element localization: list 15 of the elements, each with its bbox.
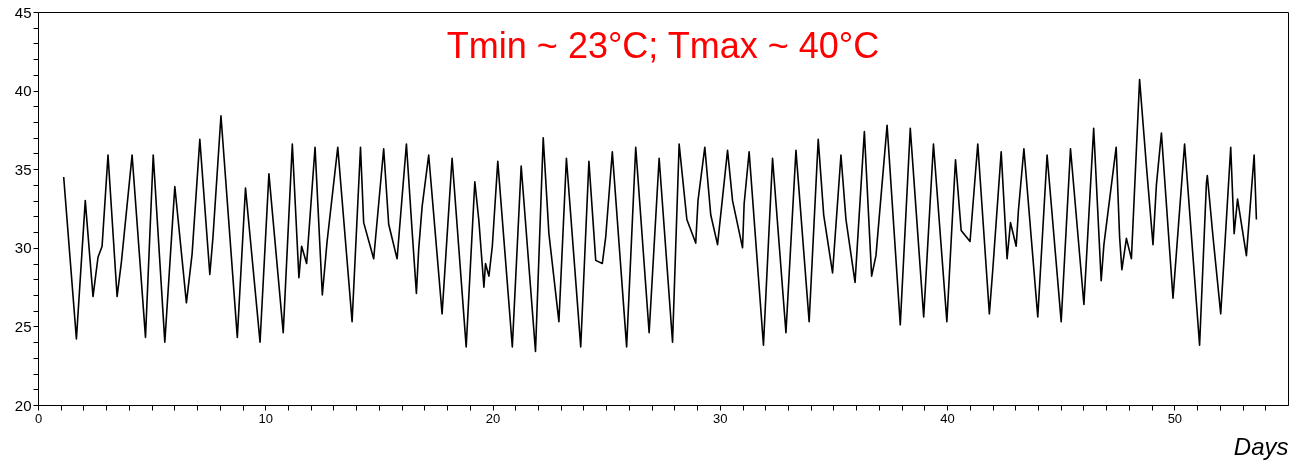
y-tick-label: 40: [14, 82, 32, 100]
y-tick-label: 20: [14, 396, 32, 414]
y-tick-label: 30: [14, 239, 32, 257]
x-tick-label: 0: [34, 410, 43, 426]
x-tick-label: 40: [940, 410, 955, 426]
y-tick-label: 25: [14, 317, 32, 335]
annotation: Tmin ~ 23°C; Tmax ~ 40°C: [446, 25, 880, 66]
x-tick-label: 30: [713, 410, 728, 426]
x-tick-label: 20: [485, 410, 501, 426]
x-tick-label: 50: [1167, 410, 1183, 426]
y-tick-label: 35: [14, 160, 32, 178]
x-tick-label: 10: [258, 410, 274, 426]
x-axis-title: Days: [1233, 432, 1289, 460]
line-series: [62, 78, 1258, 353]
y-tick-label: 45: [14, 3, 32, 21]
